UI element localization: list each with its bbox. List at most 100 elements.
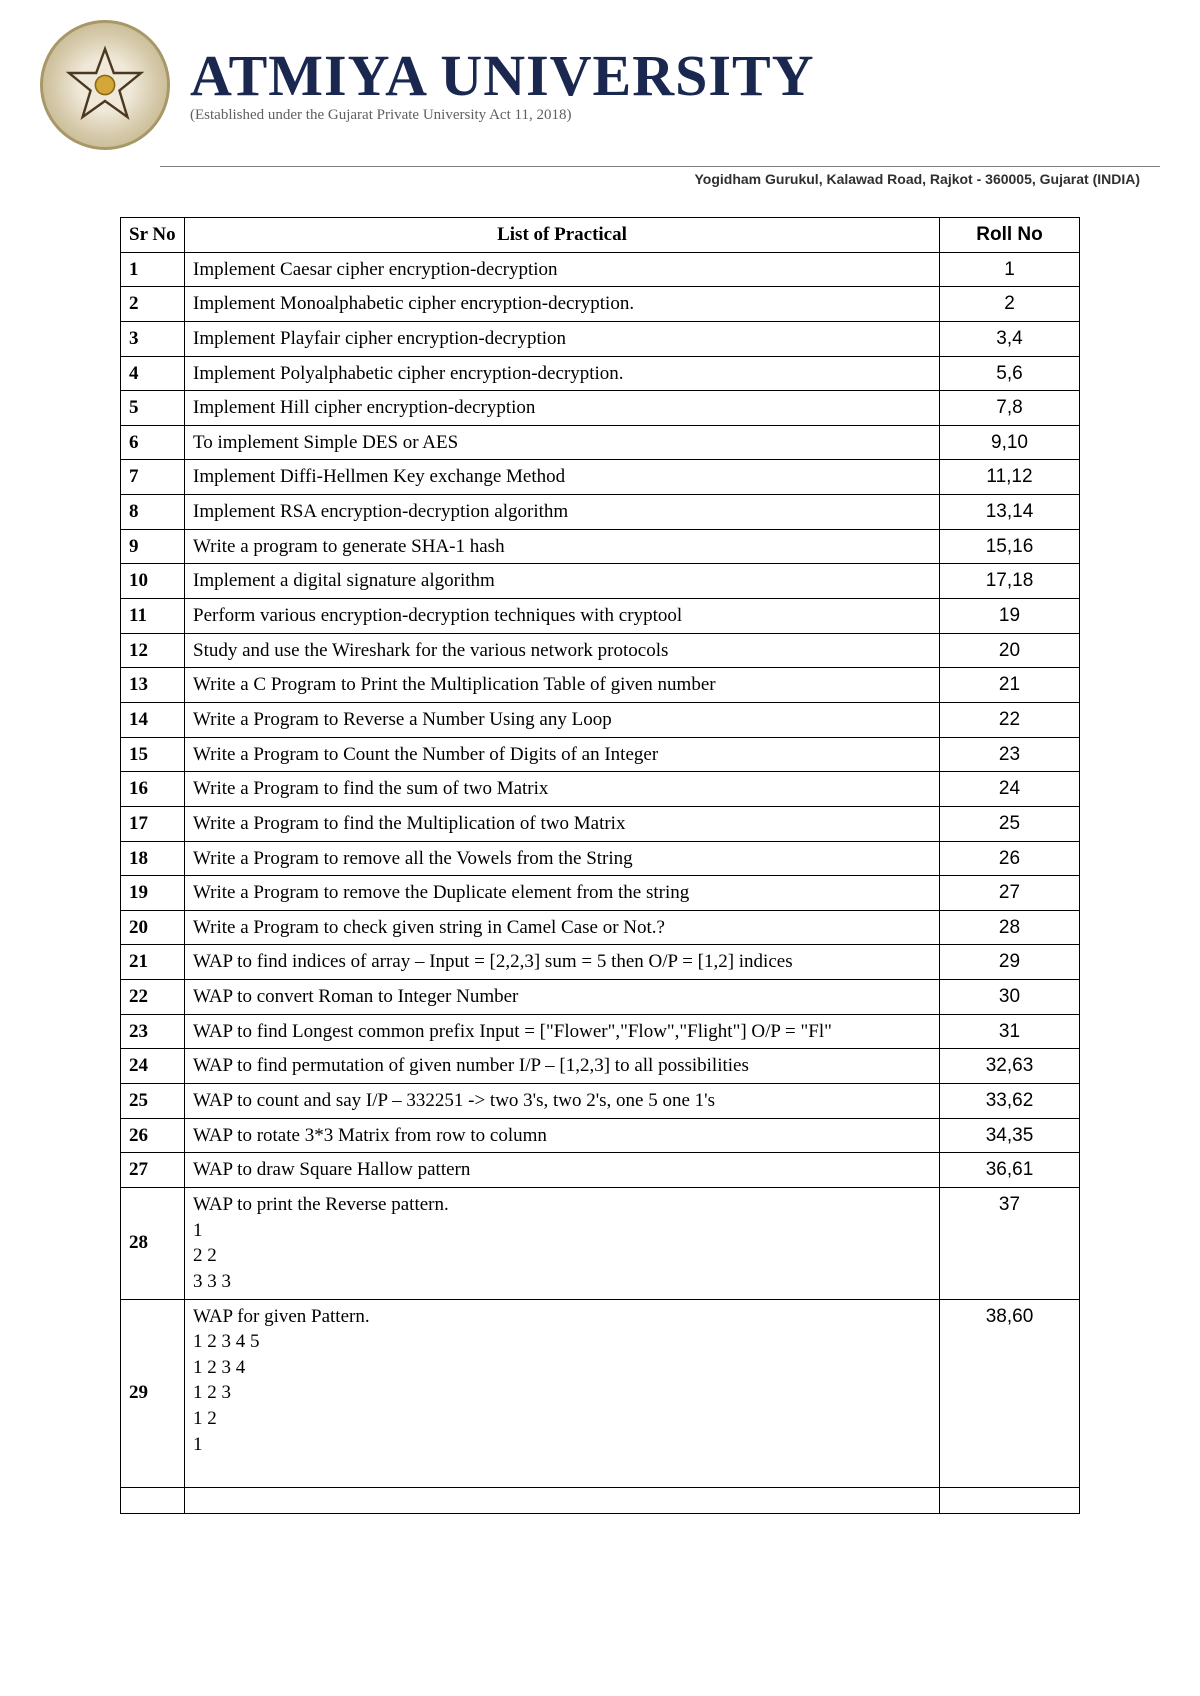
table-row: 29WAP for given Pattern. 1 2 3 4 5 1 2 3… (121, 1299, 1080, 1487)
cell-srno: 5 (121, 391, 185, 426)
cell-rollno (940, 1487, 1080, 1513)
table-row: 22WAP to convert Roman to Integer Number… (121, 980, 1080, 1015)
cell-rollno: 30 (940, 980, 1080, 1015)
cell-rollno: 27 (940, 876, 1080, 911)
cell-rollno: 24 (940, 772, 1080, 807)
cell-practical: Write a Program to find the Multiplicati… (185, 806, 940, 841)
table-row: 17Write a Program to find the Multiplica… (121, 806, 1080, 841)
cell-practical: Implement Playfair cipher encryption-dec… (185, 321, 940, 356)
cell-rollno: 3,4 (940, 321, 1080, 356)
cell-srno: 27 (121, 1153, 185, 1188)
cell-srno: 20 (121, 910, 185, 945)
cell-practical: Write a C Program to Print the Multiplic… (185, 668, 940, 703)
table-row: 15Write a Program to Count the Number of… (121, 737, 1080, 772)
title-block: ATMIYA UNIVERSITY (Established under the… (190, 47, 1160, 124)
table-row: 4Implement Polyalphabetic cipher encrypt… (121, 356, 1080, 391)
cell-rollno: 37 (940, 1187, 1080, 1299)
cell-rollno: 20 (940, 633, 1080, 668)
cell-srno: 17 (121, 806, 185, 841)
cell-srno: 15 (121, 737, 185, 772)
table-row: 18Write a Program to remove all the Vowe… (121, 841, 1080, 876)
cell-srno: 9 (121, 529, 185, 564)
table-row: 24WAP to find permutation of given numbe… (121, 1049, 1080, 1084)
table-row: 25WAP to count and say I/P – 332251 -> t… (121, 1084, 1080, 1119)
cell-practical: Write a Program to find the sum of two M… (185, 772, 940, 807)
cell-srno: 25 (121, 1084, 185, 1119)
cell-srno: 10 (121, 564, 185, 599)
cell-srno: 3 (121, 321, 185, 356)
table-row: 14Write a Program to Reverse a Number Us… (121, 702, 1080, 737)
cell-practical (185, 1487, 940, 1513)
cell-rollno: 33,62 (940, 1084, 1080, 1119)
table-header-row: Sr No List of Practical Roll No (121, 218, 1080, 253)
table-row: 10Implement a digital signature algorith… (121, 564, 1080, 599)
cell-practical: WAP to find permutation of given number … (185, 1049, 940, 1084)
cell-practical: WAP to find indices of array – Input = [… (185, 945, 940, 980)
cell-practical: To implement Simple DES or AES (185, 425, 940, 460)
table-row: 1Implement Caesar cipher encryption-decr… (121, 252, 1080, 287)
cell-practical: WAP to rotate 3*3 Matrix from row to col… (185, 1118, 940, 1153)
cell-practical: Write a Program to Count the Number of D… (185, 737, 940, 772)
cell-rollno: 17,18 (940, 564, 1080, 599)
header-divider (160, 166, 1160, 167)
cell-practical: Write a Program to remove all the Vowels… (185, 841, 940, 876)
cell-rollno: 13,14 (940, 495, 1080, 530)
university-name: ATMIYA UNIVERSITY (190, 47, 1160, 105)
cell-rollno: 25 (940, 806, 1080, 841)
cell-practical: WAP for given Pattern. 1 2 3 4 5 1 2 3 4… (185, 1299, 940, 1487)
table-row: 13Write a C Program to Print the Multipl… (121, 668, 1080, 703)
cell-rollno: 32,63 (940, 1049, 1080, 1084)
cell-rollno: 19 (940, 599, 1080, 634)
cell-srno: 6 (121, 425, 185, 460)
cell-practical: Perform various encryption-decryption te… (185, 599, 940, 634)
cell-rollno: 2 (940, 287, 1080, 322)
table-row: 7Implement Diffi-Hellmen Key exchange Me… (121, 460, 1080, 495)
cell-practical: WAP to count and say I/P – 332251 -> two… (185, 1084, 940, 1119)
cell-srno: 23 (121, 1014, 185, 1049)
cell-rollno: 36,61 (940, 1153, 1080, 1188)
cell-srno: 13 (121, 668, 185, 703)
col-header-srno: Sr No (121, 218, 185, 253)
cell-rollno: 9,10 (940, 425, 1080, 460)
university-seal-icon (40, 20, 170, 150)
cell-rollno: 1 (940, 252, 1080, 287)
cell-rollno: 15,16 (940, 529, 1080, 564)
table-row: 19Write a Program to remove the Duplicat… (121, 876, 1080, 911)
cell-practical: Write a Program to check given string in… (185, 910, 940, 945)
practical-table-container: Sr No List of Practical Roll No 1Impleme… (120, 217, 1080, 1514)
cell-rollno: 22 (940, 702, 1080, 737)
cell-rollno: 5,6 (940, 356, 1080, 391)
table-row: 20Write a Program to check given string … (121, 910, 1080, 945)
table-row: 9Write a program to generate SHA-1 hash1… (121, 529, 1080, 564)
col-header-rollno: Roll No (940, 218, 1080, 253)
table-row: 2Implement Monoalphabetic cipher encrypt… (121, 287, 1080, 322)
cell-rollno: 7,8 (940, 391, 1080, 426)
cell-practical: Implement Hill cipher encryption-decrypt… (185, 391, 940, 426)
cell-rollno: 26 (940, 841, 1080, 876)
cell-practical: Implement Polyalphabetic cipher encrypti… (185, 356, 940, 391)
cell-rollno: 21 (940, 668, 1080, 703)
cell-practical: Implement RSA encryption-decryption algo… (185, 495, 940, 530)
cell-srno: 21 (121, 945, 185, 980)
cell-srno: 4 (121, 356, 185, 391)
cell-srno: 22 (121, 980, 185, 1015)
cell-srno: 14 (121, 702, 185, 737)
cell-srno: 19 (121, 876, 185, 911)
table-row: 3Implement Playfair cipher encryption-de… (121, 321, 1080, 356)
table-row: 5Implement Hill cipher encryption-decryp… (121, 391, 1080, 426)
table-row: 16Write a Program to find the sum of two… (121, 772, 1080, 807)
cell-srno: 24 (121, 1049, 185, 1084)
cell-srno: 1 (121, 252, 185, 287)
cell-srno: 18 (121, 841, 185, 876)
cell-srno: 11 (121, 599, 185, 634)
table-row-empty (121, 1487, 1080, 1513)
cell-practical: Write a Program to Reverse a Number Usin… (185, 702, 940, 737)
cell-practical: Implement a digital signature algorithm (185, 564, 940, 599)
cell-practical: WAP to print the Reverse pattern. 1 2 2 … (185, 1187, 940, 1299)
cell-practical: Implement Diffi-Hellmen Key exchange Met… (185, 460, 940, 495)
cell-rollno: 34,35 (940, 1118, 1080, 1153)
col-header-practical: List of Practical (185, 218, 940, 253)
cell-practical: Study and use the Wireshark for the vari… (185, 633, 940, 668)
letterhead: ATMIYA UNIVERSITY (Established under the… (0, 0, 1200, 160)
table-row: 12Study and use the Wireshark for the va… (121, 633, 1080, 668)
